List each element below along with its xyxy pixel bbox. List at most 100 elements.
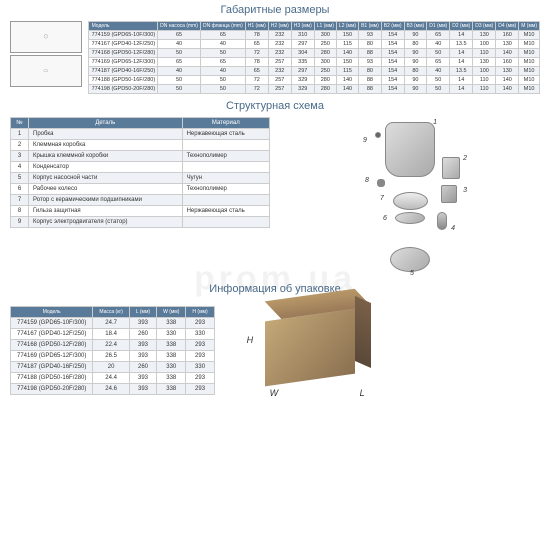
cell: Клеммная коробка	[29, 140, 183, 151]
cell: 232	[268, 67, 291, 76]
cell: Конденсатор	[29, 162, 183, 173]
cell: 774168 (GPD50-12F/280)	[11, 339, 93, 350]
cell: 88	[359, 85, 382, 94]
col-header: Масса (кг)	[93, 306, 130, 317]
cell: 14	[450, 31, 473, 40]
cell: 26.5	[93, 350, 130, 361]
cell: 774198 (GPD50-20F/280)	[88, 85, 158, 94]
cell: 40	[427, 67, 450, 76]
cell: 774187 (GPD40-16F/250)	[11, 361, 93, 372]
cell	[182, 217, 269, 228]
pack-box-diagram: H W L	[235, 300, 385, 400]
cell: 330	[186, 361, 214, 372]
cell: 232	[268, 49, 291, 58]
cell: Корпус насосной части	[29, 173, 183, 184]
cell: 335	[291, 58, 314, 67]
cell: 293	[186, 317, 214, 328]
col-header: D2 (мм)	[450, 22, 473, 31]
cell: 297	[291, 67, 314, 76]
cell: 250	[314, 40, 336, 49]
col-header: L1 (мм)	[314, 22, 336, 31]
cell: 72	[245, 85, 268, 94]
box-label-l: L	[360, 388, 365, 398]
cell: 50	[158, 85, 201, 94]
cell: 774159 (GPD65-10F/300)	[88, 31, 158, 40]
col-header: B3 (мм)	[404, 22, 427, 31]
cell: 774169 (GPD65-12F/300)	[11, 350, 93, 361]
cell: 293	[186, 339, 214, 350]
cell: 1	[11, 129, 29, 140]
callout-2: 2	[463, 155, 467, 162]
cell: 65	[427, 31, 450, 40]
col-header: W (мм)	[157, 306, 186, 317]
cell: 50	[427, 49, 450, 58]
cell: Пробка	[29, 129, 183, 140]
part-pump-body	[390, 247, 430, 272]
cell: 338	[157, 339, 186, 350]
cell: 232	[268, 31, 291, 40]
cell: M10	[519, 85, 540, 94]
col-header: H1 (мм)	[245, 22, 268, 31]
cell: 140	[496, 76, 519, 85]
col-header: H3 (мм)	[291, 22, 314, 31]
cell: 257	[268, 58, 291, 67]
cell: 24.6	[93, 383, 130, 394]
col-header: Модель	[88, 22, 158, 31]
cell: 7	[11, 195, 29, 206]
cell: 150	[336, 58, 358, 67]
part-stator	[385, 122, 435, 177]
cell: 115	[336, 67, 358, 76]
col-header: DN фланца (mm)	[200, 22, 245, 31]
drawing-side: ▭	[10, 55, 82, 87]
col-header: Деталь	[29, 118, 183, 129]
cell: 130	[496, 40, 519, 49]
box-3d	[265, 309, 355, 387]
cell: 330	[157, 361, 186, 372]
cell: Технополимер	[182, 184, 269, 195]
cell: 80	[404, 40, 427, 49]
cell: 300	[314, 31, 336, 40]
col-header: Модель	[11, 306, 93, 317]
cell: M10	[519, 31, 540, 40]
cell: Гильза защитная	[29, 206, 183, 217]
cell: 393	[129, 350, 156, 361]
cell: 72	[245, 49, 268, 58]
cell: 393	[129, 317, 156, 328]
cell: 13.5	[450, 67, 473, 76]
cell: Нержавеющая сталь	[182, 129, 269, 140]
cell: 80	[359, 40, 382, 49]
cell: 293	[186, 372, 214, 383]
cell: 338	[157, 372, 186, 383]
cell: 24.4	[93, 372, 130, 383]
cell: 110	[473, 85, 496, 94]
cell: 329	[291, 76, 314, 85]
cell: Нержавеющая сталь	[182, 206, 269, 217]
struct-section: №ДетальМатериал1ПробкаНержавеющая сталь2…	[0, 115, 550, 279]
cell: 774167 (GPD40-12F/250)	[11, 328, 93, 339]
dims-section: ⬡ ▭ МодельDN насоса (mm)DN фланца (mm)H1…	[0, 19, 550, 96]
callout-7: 7	[380, 195, 384, 202]
cell: 50	[158, 76, 201, 85]
cell: 50	[200, 76, 245, 85]
cell: 20	[93, 361, 130, 372]
cell: 154	[381, 40, 404, 49]
cell: 50	[427, 85, 450, 94]
cell	[182, 140, 269, 151]
part-sleeve	[377, 179, 385, 187]
cell: 65	[245, 40, 268, 49]
cell: 140	[336, 76, 358, 85]
callout-8: 8	[365, 177, 369, 184]
col-header: D4 (мм)	[496, 22, 519, 31]
cell: 93	[359, 31, 382, 40]
cell: 40	[200, 67, 245, 76]
cell: 40	[200, 40, 245, 49]
cell: 90	[404, 85, 427, 94]
part-impeller	[395, 212, 425, 224]
cell: 293	[186, 383, 214, 394]
cell: 65	[200, 31, 245, 40]
callout-4: 4	[451, 225, 455, 232]
cell: 88	[359, 49, 382, 58]
part-terminal-cover	[441, 185, 457, 203]
cell: 154	[381, 58, 404, 67]
cell: 293	[186, 350, 214, 361]
